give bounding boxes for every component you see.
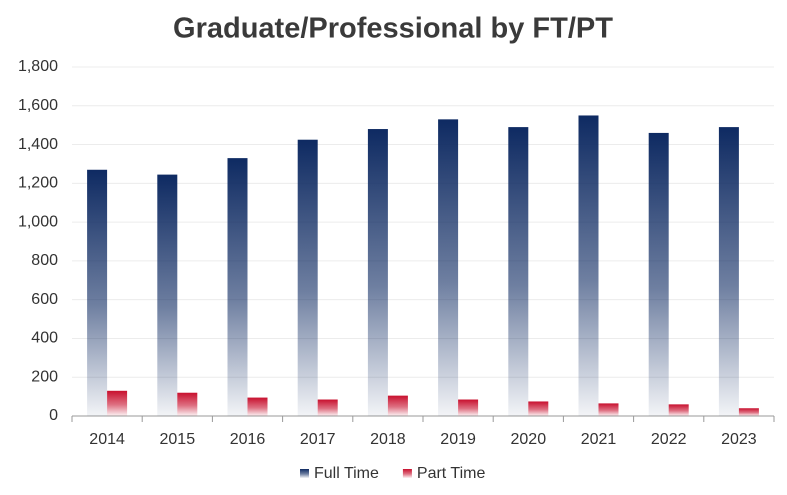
y-tick-label: 1,200: [18, 175, 58, 192]
legend-swatch: [300, 469, 309, 478]
y-tick-label: 600: [31, 291, 58, 308]
x-tick-label: 2019: [440, 431, 476, 448]
legend-swatch: [402, 469, 412, 478]
bar: [227, 158, 248, 416]
bar: [738, 408, 759, 416]
x-tick-label: 2016: [230, 431, 266, 448]
bar: [528, 401, 549, 416]
bar: [317, 399, 338, 416]
x-tick-label: 2020: [511, 431, 547, 448]
y-tick-label: 1,000: [18, 213, 58, 230]
y-tick-label: 0: [49, 407, 58, 424]
x-tick-label: 2017: [300, 431, 336, 448]
bar: [648, 132, 669, 416]
legend-label: Part Time: [417, 465, 486, 482]
bar: [598, 403, 619, 416]
x-tick-label: 2015: [160, 431, 196, 448]
bar: [387, 395, 408, 416]
bar: [87, 169, 108, 416]
bar: [247, 397, 268, 416]
bar: [578, 115, 599, 416]
bar: [297, 139, 318, 417]
bar: [508, 127, 529, 416]
bar: [107, 390, 128, 416]
bar: [177, 392, 198, 416]
x-tick-label: 2018: [370, 431, 406, 448]
x-tick-label: 2021: [581, 431, 617, 448]
bar: [668, 404, 689, 416]
y-tick-label: 1,400: [18, 136, 58, 153]
bar: [438, 119, 459, 416]
y-tick-label: 800: [31, 252, 58, 269]
bar: [458, 399, 479, 416]
bar: [718, 127, 739, 416]
y-tick-label: 200: [31, 368, 58, 385]
bar: [367, 129, 388, 417]
x-tick-label: 2023: [721, 431, 757, 448]
chart-title: Graduate/Professional by FT/PT: [173, 13, 613, 45]
y-tick-label: 1,800: [18, 58, 58, 75]
x-tick-label: 2022: [651, 431, 687, 448]
y-tick-label: 1,600: [18, 97, 58, 114]
x-tick-label: 2014: [89, 431, 125, 448]
bar: [157, 174, 178, 416]
legend-label: Full Time: [314, 465, 379, 482]
y-tick-label: 400: [31, 330, 58, 347]
